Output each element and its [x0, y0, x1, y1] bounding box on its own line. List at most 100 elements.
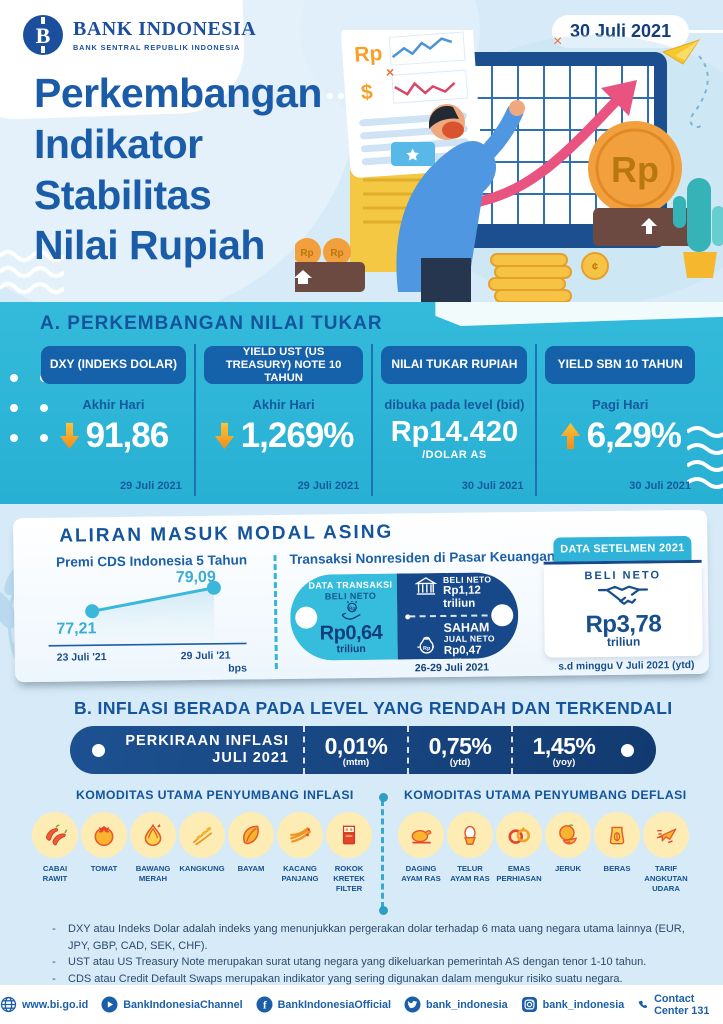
x-tick-label: 23 Juli '21	[57, 651, 107, 664]
card-value: 1,269%	[240, 416, 355, 455]
footer-link-label: bank_indonesia	[425, 998, 508, 1011]
title-line: Perkembangan	[34, 70, 322, 116]
facebook-icon: f	[256, 996, 273, 1013]
svg-text:Rp: Rp	[330, 248, 343, 259]
dashed-divider	[273, 555, 278, 670]
title-line: Indikator	[34, 120, 203, 167]
stat-unit: (mtm)	[342, 756, 370, 768]
svg-text:Rp: Rp	[423, 646, 431, 652]
rising-arrow	[473, 95, 622, 207]
chili-icon	[45, 824, 68, 846]
inflasi-stat-yoy: 1,45% (yoy)	[511, 726, 615, 774]
footer-link-website[interactable]: www.bi.go.id	[0, 996, 88, 1013]
arrow-up-icon	[560, 422, 580, 450]
footer-link-contact-center[interactable]: Contact Center 131	[637, 993, 723, 1017]
data-transaksi-value: Rp0,64	[319, 621, 383, 645]
footer-link-youtube[interactable]: BankIndonesiaChannel	[101, 996, 243, 1013]
commodity-tarif-angkutan-udara: TARIF ANGKUTAN UDARA	[643, 812, 689, 894]
orange-icon	[559, 824, 578, 845]
dots-decoration	[322, 70, 355, 116]
chart-baseline	[48, 642, 247, 647]
data-point	[206, 580, 221, 595]
title-line: Nilai Rupiah	[34, 222, 265, 269]
waves-decoration	[687, 426, 723, 489]
footer-link-label: BankIndonesiaOfficial	[277, 998, 391, 1011]
footnote: - DXY atau Indeks Dolar adalah indeks yan…	[40, 921, 688, 954]
footer-link-facebook[interactable]: f BankIndonesiaOfficial	[256, 996, 391, 1013]
sbn-saham-panel: SBN BELI NETO Rp1,12 triliun Rp	[396, 572, 519, 661]
money-bag-icon: Rp	[417, 636, 436, 654]
commodity-telur-ayam-ras: TELUR AYAM RAS	[447, 812, 493, 894]
footnotes: - DXY atau Indeks Dolar adalah indeks yan…	[40, 921, 688, 987]
dollar-symbol: $	[360, 81, 374, 105]
tomato-icon	[94, 825, 114, 847]
svg-text:¢: ¢	[592, 261, 598, 273]
commodity-emas-perhiasan: EMAS PERHIASAN	[496, 812, 542, 894]
card-dxy: DXY (INDEKS DOLAR) Akhir Hari 91,86 29 J…	[33, 344, 194, 496]
transaksi-capsule: DATA TRANSAKSI BELI NETO Rp Rp0,64 trili…	[289, 572, 519, 661]
spinach-icon	[243, 825, 259, 845]
svg-text:Rp: Rp	[300, 248, 313, 259]
arrow-down-icon	[214, 422, 234, 450]
card-nilai-tukar-rupiah: NILAI TUKAR RUPIAH dibuka pada level (bi…	[371, 344, 535, 496]
card-date: 29 Juli 2021	[297, 480, 360, 492]
stat-value: 0,75%	[428, 732, 492, 759]
card-header: DXY (INDEKS DOLAR)	[41, 346, 186, 384]
inflasi-stat-mtm: 0,01% (mtm)	[303, 726, 407, 774]
card-label: Akhir Hari	[252, 397, 315, 412]
coins-shelf-illustration: Rp Rp Rp	[295, 238, 365, 292]
data-transaksi-panel: DATA TRANSAKSI BELI NETO Rp Rp0,64 trili…	[289, 573, 398, 661]
card-label: dibuka pada level (bid)	[384, 397, 525, 412]
sbn-row: SBN BELI NETO Rp1,12 triliun	[403, 572, 510, 611]
stat-value: 0,01%	[324, 732, 388, 759]
arrow-down-icon	[59, 422, 79, 450]
instagram-icon	[521, 997, 537, 1012]
globe-icon	[0, 996, 17, 1013]
footer-link-label: www.bi.go.id	[22, 998, 89, 1011]
chart-area	[92, 587, 215, 646]
youtube-icon	[101, 996, 118, 1013]
setelmen-label: BELI NETO	[584, 568, 662, 582]
card-value: 91,86	[85, 416, 170, 455]
footnote-text: UST atau US Treasury Note merupakan sura…	[68, 956, 647, 968]
card-date: 30 Juli 2021	[461, 480, 524, 492]
dot-decoration	[621, 743, 634, 757]
footer-link-label: bank_indonesia	[542, 998, 625, 1011]
footer-link-instagram[interactable]: bank_indonesia	[521, 996, 625, 1013]
bank-building-icon	[414, 577, 438, 596]
transaksi-period: 26-29 Juli 2021	[414, 661, 490, 675]
unit-label: bps	[228, 662, 247, 674]
gold-rings-icon	[508, 826, 531, 844]
card-value: 6,29%	[586, 416, 682, 455]
card-yield-ust: YIELD UST (US TREASURY) NOTE 10 TAHUN Ak…	[193, 344, 372, 496]
footer-link-twitter[interactable]: bank_indonesia	[404, 996, 508, 1013]
cds-chart-title: Premi CDS Indonesia 5 Tahun	[55, 552, 248, 570]
card-label: Akhir Hari	[82, 397, 145, 412]
logo-subtitle: BANK SENTRAL REPUBLIK INDONESIA	[73, 43, 241, 52]
handshake-icon	[597, 585, 649, 605]
saham-value: Rp0,47 triliun	[443, 644, 482, 661]
setelmen-card: DATA SETELMEN 2021 BELI NETO Rp3,78 tril…	[543, 535, 703, 658]
title-line: Stabilitas	[34, 171, 212, 218]
section-a-heading: A. PERKEMBANGAN NILAI TUKAR	[40, 313, 383, 334]
long-bean-icon	[290, 827, 311, 843]
hand-coin-icon: Rp	[341, 600, 361, 620]
data-transaksi-line1: DATA TRANSAKSI	[308, 579, 393, 591]
setelmen-unit: triliun	[606, 634, 641, 649]
dot-decoration	[92, 743, 105, 757]
date-badge-line	[688, 30, 723, 33]
card-value: Rp14.420	[390, 416, 519, 448]
rice-sack-icon	[609, 826, 625, 845]
commodity-kacang-panjang: KACANG PANJANG	[277, 812, 323, 894]
card-date: 30 Juli 2021	[629, 480, 691, 492]
svg-text:B: B	[36, 23, 51, 48]
star-tag-illustration	[391, 142, 435, 166]
x-decoration: ×	[386, 64, 394, 80]
logo-title: BANK INDONESIA	[73, 18, 257, 40]
commodity-bawang-merah: BAWANG MERAH	[130, 812, 176, 894]
inflasi-pill-label: PERKIRAAN INFLASI JULI 2021	[113, 733, 303, 768]
setelmen-body: BELI NETO Rp3,78 triliun	[543, 562, 703, 658]
commodity-daging-ayam-ras: DAGING AYAM RAS	[398, 812, 444, 894]
header-illustration: Rp $ Rp	[295, 30, 723, 304]
dashed-divider	[378, 793, 388, 915]
